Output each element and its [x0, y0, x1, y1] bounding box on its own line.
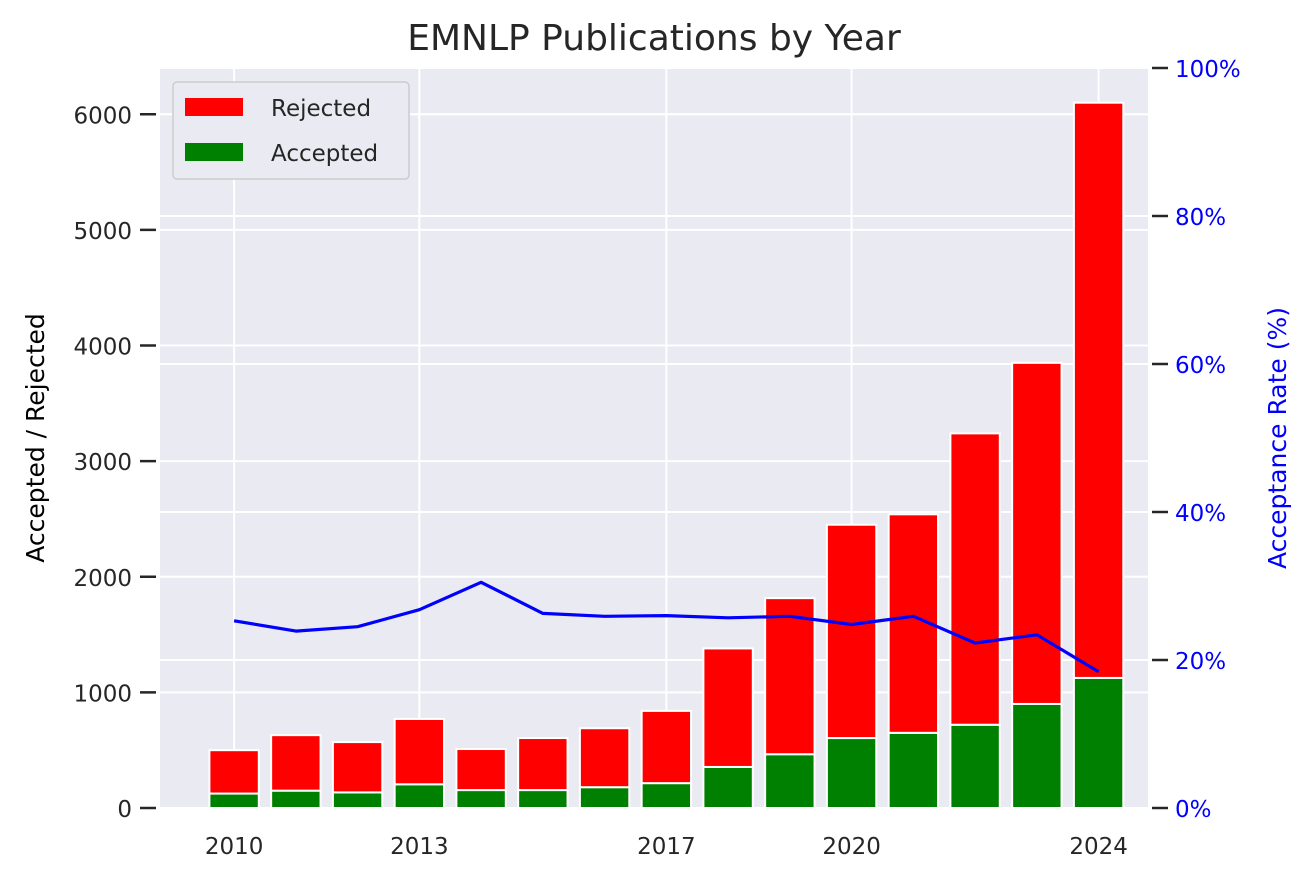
bar-rejected — [640, 709, 693, 785]
bar-accepted — [887, 731, 940, 809]
bar-accepted — [517, 789, 569, 809]
x-tick-label: 2010 — [205, 834, 264, 860]
bar-rejected — [455, 748, 507, 792]
bar-accepted — [640, 782, 693, 809]
bar-accepted — [764, 753, 816, 809]
bar-rejected — [764, 597, 816, 756]
x-tick-label: 2017 — [637, 834, 696, 860]
y2-tick-label: 0% — [1175, 797, 1212, 823]
y2-tick-label: 100% — [1175, 57, 1241, 83]
chart-title: EMNLP Publications by Year — [407, 18, 901, 59]
y2-axis-label: Acceptance Rate (%) — [1263, 307, 1292, 569]
y-tick-label: 6000 — [73, 103, 132, 129]
x-tick-label: 2024 — [1069, 834, 1128, 860]
acceptance-rate-line — [233, 580, 1100, 674]
y2-tick-label: 60% — [1175, 353, 1226, 379]
y-tick-label: 5000 — [73, 219, 132, 245]
legend-label-accepted: Accepted — [271, 141, 378, 167]
bar-rejected — [949, 432, 1001, 726]
bar-accepted — [331, 791, 384, 809]
y-tick-label: 2000 — [73, 566, 132, 592]
bar-rejected — [1072, 101, 1125, 679]
legend: Rejected Accepted — [172, 81, 410, 180]
bar-rejected — [578, 727, 631, 789]
y-axis-label: Accepted / Rejected — [21, 313, 50, 563]
legend-label-rejected: Rejected — [271, 96, 371, 122]
bar-rejected — [825, 523, 878, 740]
y-tick-label: 0 — [117, 797, 132, 823]
bar-rejected — [1011, 361, 1063, 705]
bar-rejected — [270, 734, 322, 792]
bar-accepted — [702, 765, 754, 809]
bar-rejected — [208, 749, 260, 795]
y-tick-label: 4000 — [73, 335, 132, 361]
bar-accepted — [455, 789, 507, 809]
bar-accepted — [578, 786, 631, 809]
x-tick-label: 2020 — [822, 834, 881, 860]
bar-accepted — [393, 783, 446, 809]
bar-accepted — [270, 789, 322, 809]
y-tick-label: 1000 — [73, 681, 132, 707]
y2-tick-label: 40% — [1175, 501, 1226, 527]
bar-rejected — [393, 717, 446, 786]
y2-tick-label: 80% — [1175, 205, 1226, 231]
bars — [208, 101, 1125, 809]
x-tick-label: 2013 — [390, 834, 449, 860]
y2-tick-label: 20% — [1175, 649, 1226, 675]
bar-rejected — [517, 737, 569, 792]
legend-swatch-accepted — [185, 143, 243, 161]
legend-swatch-rejected — [185, 98, 243, 116]
y-tick-label: 3000 — [73, 450, 132, 476]
axes: 0 1000 2000 3000 4000 5000 6000 0% 20% 40% 60% 80% 1… — [73, 57, 1240, 860]
bar-accepted — [1011, 702, 1063, 809]
bar-accepted — [1072, 676, 1125, 809]
bar-rejected — [702, 647, 754, 768]
bar-accepted — [825, 737, 878, 809]
acceptance-rate-line-layer — [233, 580, 1100, 674]
bar-accepted — [208, 792, 260, 809]
bar-rejected — [331, 741, 384, 794]
bar-accepted — [949, 723, 1001, 809]
